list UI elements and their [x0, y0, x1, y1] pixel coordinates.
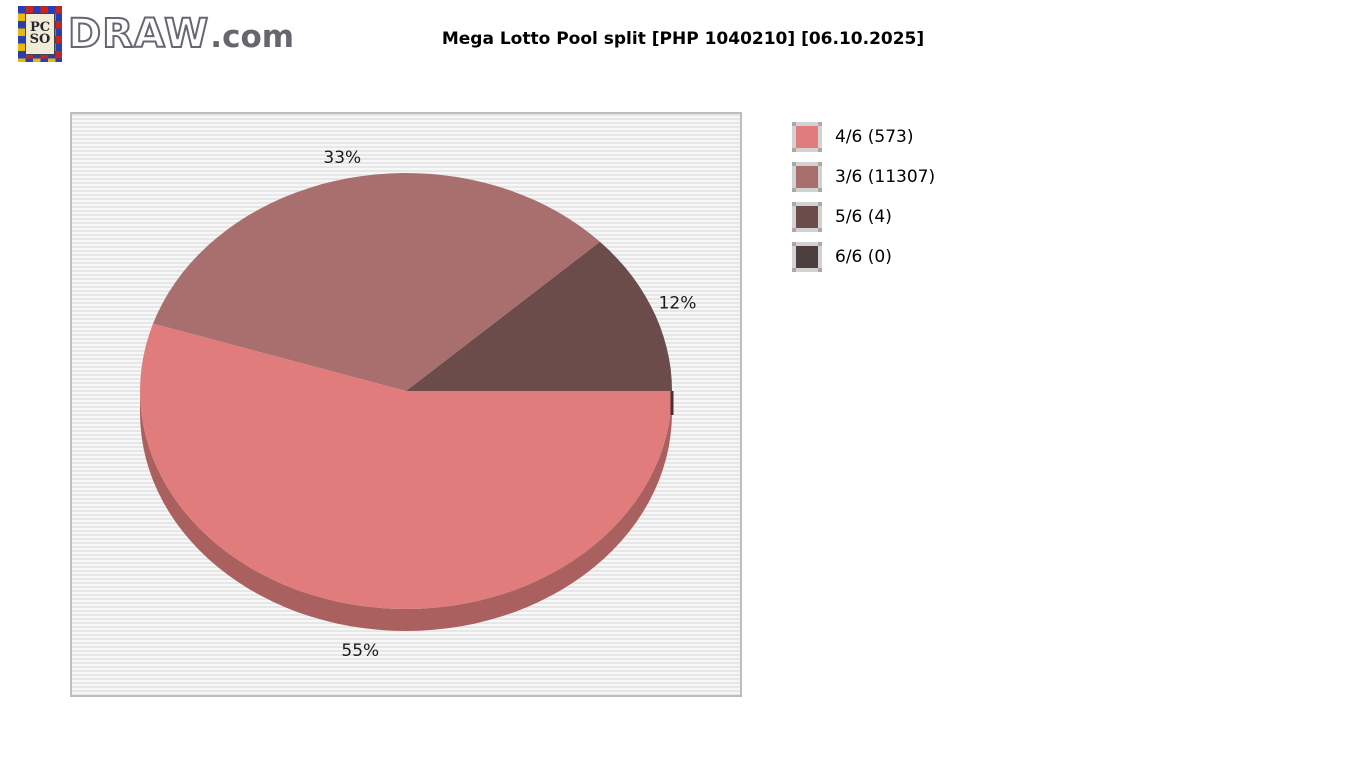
legend-item-4-6: 4/6 (573)	[792, 122, 935, 152]
pie-pct-label-4-6: 55%	[341, 641, 379, 661]
legend-swatch-3-6	[792, 162, 822, 192]
pie-pct-label-3-6: 33%	[323, 148, 361, 168]
legend-label-6-6: 6/6 (0)	[835, 247, 892, 267]
site-logo[interactable]: PC SO DRAW .com	[18, 6, 294, 62]
pie-slice-5-6	[406, 241, 672, 391]
legend-swatch-fill	[796, 206, 818, 228]
legend-swatch-4-6	[792, 122, 822, 152]
legend-label-3-6: 3/6 (11307)	[835, 167, 936, 187]
pie-slice-3-6	[153, 173, 600, 391]
legend-swatch-6-6	[792, 242, 822, 272]
page-title: Mega Lotto Pool split [PHP 1040210] [06.…	[441, 29, 925, 49]
legend-swatch-fill	[796, 246, 818, 268]
brand-text: DRAW	[67, 10, 210, 58]
legend-swatch-fill	[796, 166, 818, 188]
legend-item-3-6: 3/6 (11307)	[792, 162, 935, 192]
legend-label-5-6: 5/6 (4)	[835, 207, 892, 227]
pcso-emblem-icon: PC SO	[18, 6, 62, 62]
brand-suffix-text: .com	[210, 19, 295, 55]
chart-panel: 12% 33% 55%	[70, 112, 742, 697]
pie-chart: 12% 33% 55%	[140, 148, 697, 661]
pie-pct-label-5-6: 12%	[659, 294, 697, 314]
brand-wordmark: DRAW .com	[67, 10, 295, 58]
legend-swatch-fill	[796, 126, 818, 148]
legend-item-6-6: 6/6 (0)	[792, 242, 935, 272]
legend-label-4-6: 4/6 (573)	[835, 127, 914, 147]
pcso-emblem-text: PC SO	[25, 13, 55, 55]
chart-legend: 4/6 (573) 3/6 (11307) 5/6 (4) 6/6 (0)	[792, 122, 935, 282]
emblem-line-1: PC	[29, 19, 51, 35]
legend-swatch-5-6	[792, 202, 822, 232]
legend-item-5-6: 5/6 (4)	[792, 202, 935, 232]
pie-slice-4-6	[140, 323, 672, 609]
emblem-line-2: SO	[29, 32, 51, 47]
